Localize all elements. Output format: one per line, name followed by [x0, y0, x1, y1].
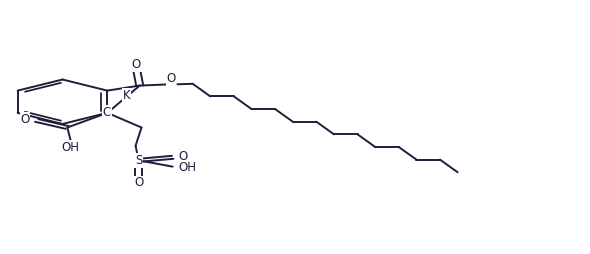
Text: O: O	[179, 150, 188, 163]
Text: OH: OH	[178, 162, 196, 174]
Text: C: C	[103, 106, 111, 119]
Text: O: O	[134, 176, 143, 189]
Text: O: O	[166, 72, 176, 85]
Text: O: O	[132, 58, 141, 71]
Text: OH: OH	[62, 141, 80, 154]
Text: K: K	[123, 89, 130, 102]
Text: O: O	[20, 113, 30, 126]
Text: S: S	[135, 154, 142, 167]
